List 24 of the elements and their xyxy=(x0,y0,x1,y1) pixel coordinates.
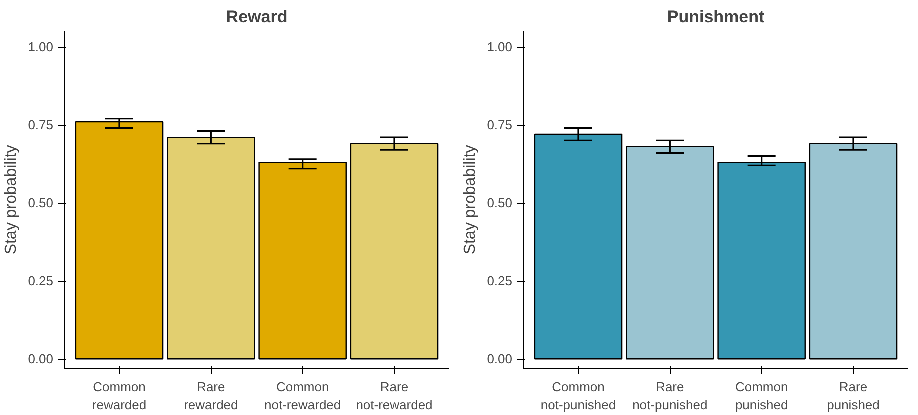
y-tick-label: 1.00 xyxy=(28,40,54,55)
x-tick-label: Common not-punished xyxy=(540,380,616,412)
y-tick-label: 0.50 xyxy=(28,196,54,211)
bar xyxy=(75,121,164,360)
y-tick-label: 0.00 xyxy=(28,352,54,367)
y-tick-label: 0.25 xyxy=(487,274,513,289)
y-axis-title: Stay probability xyxy=(462,145,480,255)
x-tick-label: Rare rewarded xyxy=(184,380,238,412)
x-tick-label: Rare not-punished xyxy=(632,380,708,412)
y-tick-label: 1.00 xyxy=(487,40,513,55)
y-tick-label: 0.00 xyxy=(487,352,513,367)
x-tick-label: Common rewarded xyxy=(92,380,147,412)
x-tick-label: Rare punished xyxy=(827,380,880,412)
x-tick-label: Common not-rewarded xyxy=(264,380,342,412)
y-tick-label: 0.75 xyxy=(28,118,54,133)
x-tick-label: Common punished xyxy=(735,380,788,412)
y-tick-label: 0.75 xyxy=(487,118,513,133)
y-tick-label: 0.50 xyxy=(487,196,513,211)
chart-title: Punishment xyxy=(667,8,765,26)
x-tick-label: Rare not-rewarded xyxy=(356,380,433,412)
chart-title: Reward xyxy=(226,8,288,26)
y-tick-label: 0.25 xyxy=(28,274,54,289)
bar xyxy=(258,162,347,360)
y-axis-title: Stay probability xyxy=(3,145,20,255)
